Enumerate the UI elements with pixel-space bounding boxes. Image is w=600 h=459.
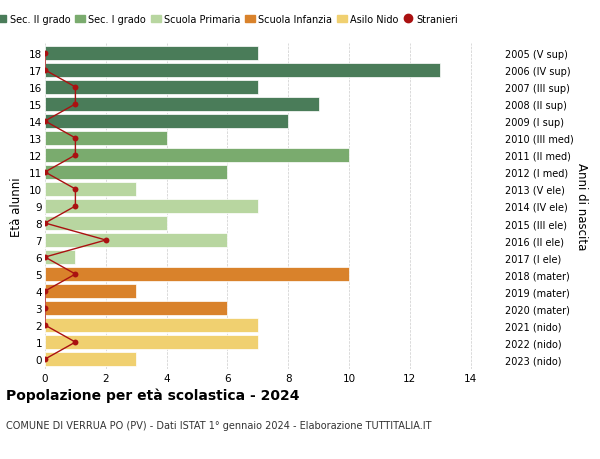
Bar: [45, 268, 349, 281]
Bar: [45, 200, 258, 213]
Bar: [45, 132, 167, 146]
Bar: [45, 336, 258, 349]
Bar: [45, 183, 136, 196]
Bar: [45, 285, 136, 298]
Bar: [45, 64, 440, 78]
Legend: Sec. II grado, Sec. I grado, Scuola Primaria, Scuola Infanzia, Asilo Nido, Stran: Sec. II grado, Sec. I grado, Scuola Prim…: [0, 11, 462, 29]
Point: [40, 288, 50, 295]
Point: [71, 271, 80, 278]
Point: [71, 339, 80, 346]
Text: COMUNE DI VERRUA PO (PV) - Dati ISTAT 1° gennaio 2024 - Elaborazione TUTTITALIA.: COMUNE DI VERRUA PO (PV) - Dati ISTAT 1°…: [6, 420, 431, 430]
Point: [71, 135, 80, 142]
Bar: [45, 98, 319, 112]
Bar: [45, 353, 136, 366]
Point: [40, 254, 50, 261]
Bar: [45, 149, 349, 162]
Bar: [45, 217, 167, 230]
Point: [40, 67, 50, 74]
Bar: [45, 319, 258, 332]
Point: [71, 203, 80, 210]
Bar: [45, 47, 258, 61]
Point: [40, 322, 50, 329]
Point: [71, 101, 80, 108]
Y-axis label: Età alunni: Età alunni: [10, 177, 23, 236]
Text: Popolazione per età scolastica - 2024: Popolazione per età scolastica - 2024: [6, 388, 299, 403]
Point: [71, 152, 80, 159]
Point: [40, 220, 50, 227]
Bar: [45, 166, 227, 179]
Point: [40, 356, 50, 363]
Bar: [45, 251, 76, 264]
Bar: [45, 234, 227, 247]
Point: [40, 118, 50, 125]
Point: [71, 84, 80, 91]
Point: [40, 50, 50, 57]
Bar: [45, 115, 288, 129]
Point: [71, 186, 80, 193]
Point: [40, 305, 50, 312]
Point: [101, 237, 110, 244]
Point: [40, 169, 50, 176]
Y-axis label: Anni di nascita: Anni di nascita: [575, 163, 588, 250]
Bar: [45, 302, 227, 315]
Bar: [45, 81, 258, 95]
